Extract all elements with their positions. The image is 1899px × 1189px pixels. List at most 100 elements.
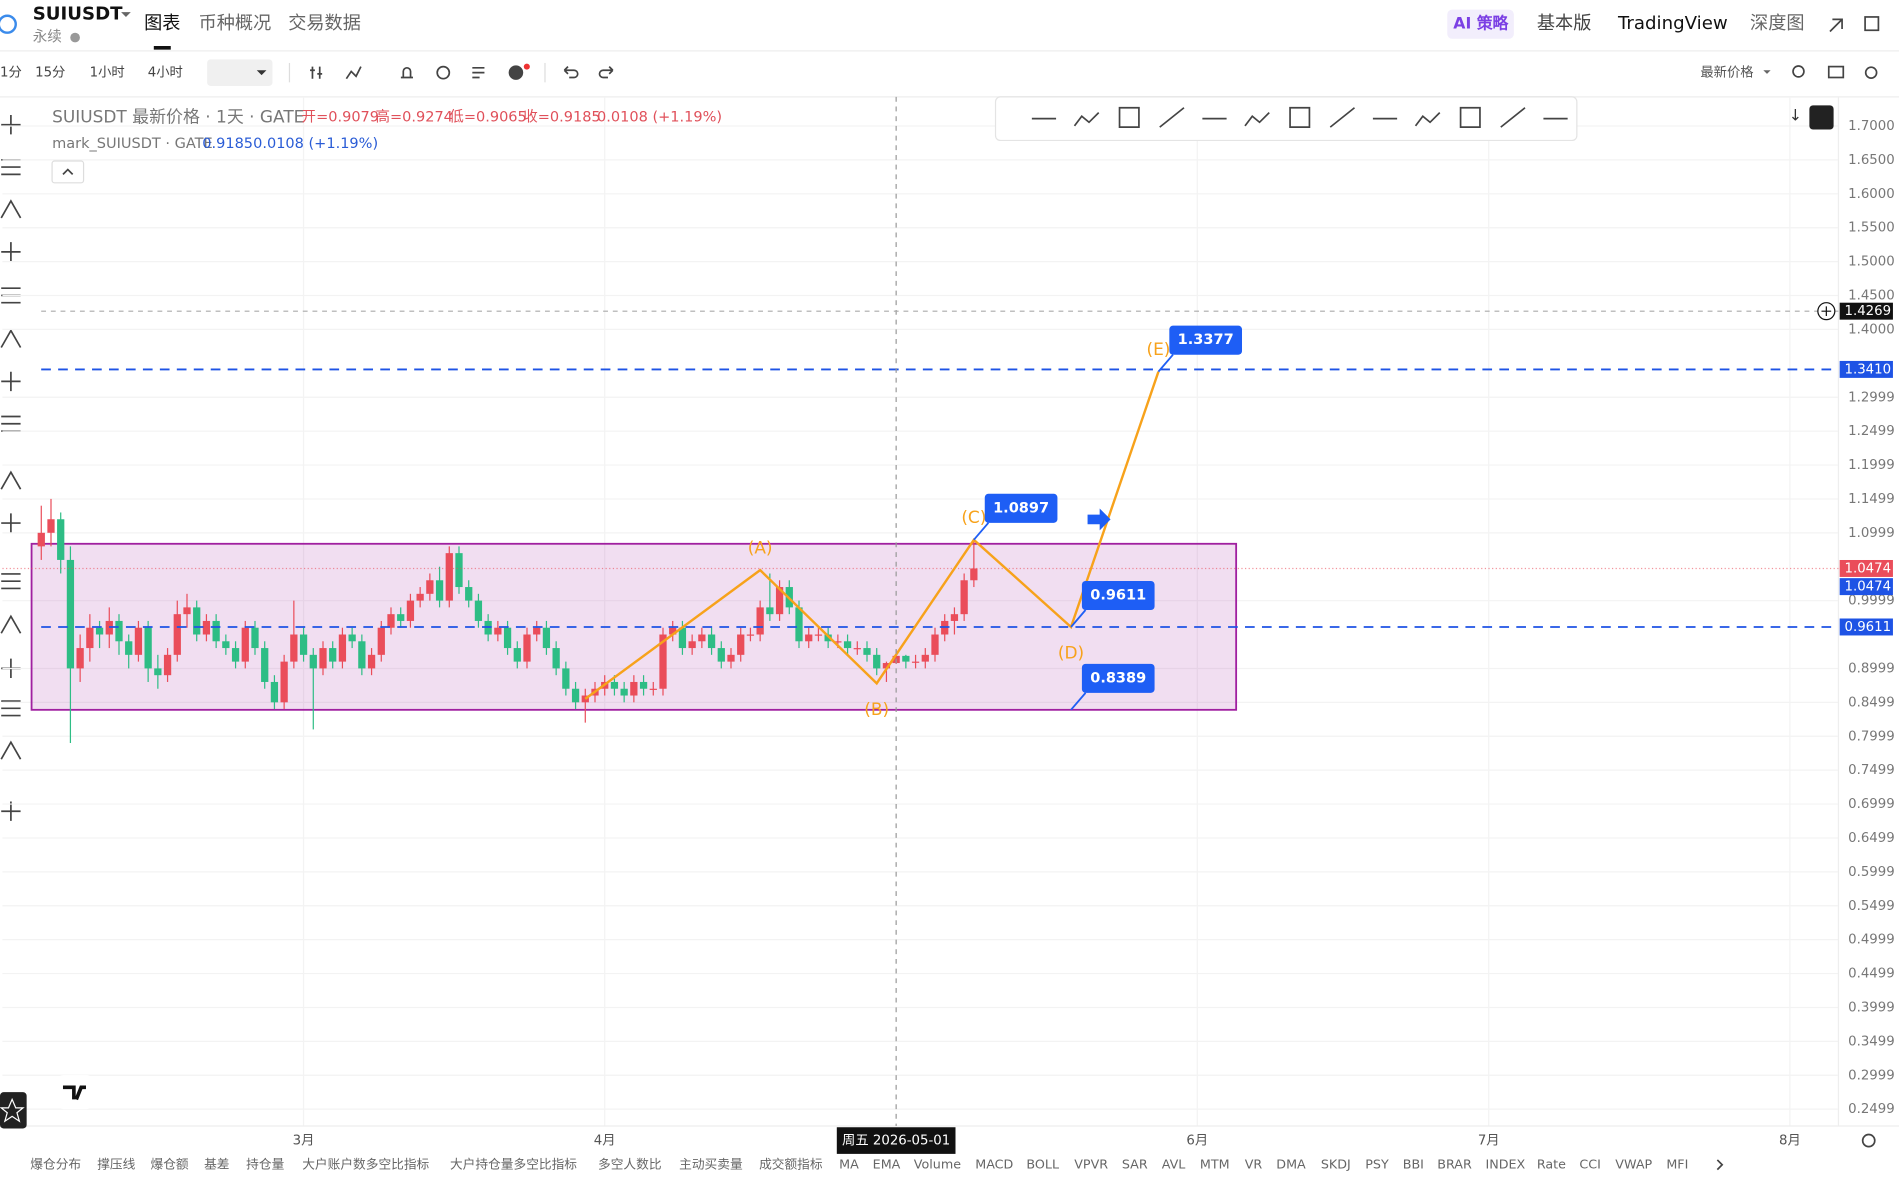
redo-icon[interactable] xyxy=(598,65,614,79)
add-icon[interactable] xyxy=(508,65,524,80)
candle-body xyxy=(57,519,65,560)
indicator-tab[interactable]: DMA xyxy=(1276,1156,1306,1171)
plus xyxy=(1821,306,1832,317)
indicator-tab[interactable]: SAR xyxy=(1122,1156,1148,1171)
tool-icon[interactable] xyxy=(1,115,21,135)
indicator-tab[interactable]: INDEX xyxy=(1486,1156,1526,1171)
candle-body xyxy=(66,559,75,669)
candle-type-icon[interactable] xyxy=(310,66,323,79)
indicator-tab[interactable]: MACD xyxy=(975,1156,1013,1171)
indicator-tab[interactable]: VWAP xyxy=(1615,1156,1652,1171)
draw-tool[interactable] xyxy=(1159,107,1185,128)
tool-icon[interactable] xyxy=(0,328,22,348)
tab[interactable]: 币种概况 xyxy=(199,13,272,34)
draw-tool[interactable] xyxy=(1329,107,1356,128)
candle-body xyxy=(309,654,317,669)
tab[interactable]: 交易数据 xyxy=(288,13,361,34)
draw-tool[interactable] xyxy=(1118,106,1140,128)
indicator-tab[interactable]: 爆仓额 xyxy=(150,1156,188,1171)
scroll-icon[interactable]: ↓ xyxy=(1789,106,1802,125)
draw-tool[interactable] xyxy=(1500,107,1526,128)
template-icon[interactable] xyxy=(472,66,485,79)
replay-icon[interactable] xyxy=(436,65,451,80)
interval[interactable]: 1小时 xyxy=(90,65,125,81)
candle-body xyxy=(727,654,735,662)
indicator-tab[interactable]: 主动买卖量 xyxy=(679,1156,743,1171)
crosshair-y-bg xyxy=(1839,302,1893,320)
candle-body xyxy=(348,634,356,642)
indicator-tab[interactable]: MFI xyxy=(1666,1156,1688,1171)
axis-settings[interactable] xyxy=(1861,1133,1876,1148)
indicator-tab[interactable]: SKDJ xyxy=(1321,1156,1351,1171)
indicator-tab[interactable]: VR xyxy=(1245,1156,1263,1171)
tab[interactable]: AI 策略 xyxy=(1453,14,1509,33)
indicator-tab[interactable]: 爆仓分布 xyxy=(30,1156,81,1171)
indicator-tab[interactable]: 基差 xyxy=(204,1156,229,1171)
indicator-tab[interactable]: 撑压线 xyxy=(97,1156,135,1171)
candle-body xyxy=(814,634,823,636)
price-source[interactable]: 最新价格 xyxy=(1700,65,1753,81)
indicator-tab[interactable]: PSY xyxy=(1365,1156,1389,1171)
indicator-tab[interactable]: MTM xyxy=(1200,1156,1230,1171)
indicator-tab[interactable]: 持仓量 xyxy=(246,1156,284,1171)
draw-tool[interactable] xyxy=(1244,112,1270,127)
tool-icon[interactable] xyxy=(1,700,21,717)
tool-icon[interactable] xyxy=(1,371,21,392)
indicator-tab[interactable]: EMA xyxy=(873,1156,901,1171)
tool-icon[interactable] xyxy=(1,573,21,590)
tool-icon[interactable] xyxy=(0,614,22,634)
candle-body xyxy=(717,648,725,662)
indicator-tab[interactable]: MA xyxy=(839,1156,859,1171)
price-tag xyxy=(1169,325,1243,355)
more-arrow[interactable] xyxy=(1716,1159,1724,1171)
tool-icon[interactable] xyxy=(0,740,22,760)
draw-tool[interactable] xyxy=(1459,106,1481,128)
candle-body xyxy=(465,587,473,601)
indicator-tab[interactable]: CCI xyxy=(1579,1156,1601,1171)
tab[interactable]: 深度图 xyxy=(1750,13,1804,34)
indicator-tab[interactable]: AVL xyxy=(1162,1156,1187,1171)
toggle-icon[interactable] xyxy=(1809,105,1834,130)
interval[interactable]: 15分 xyxy=(35,65,65,81)
candle-body xyxy=(756,607,764,635)
candle-body xyxy=(416,593,424,601)
draw-tool[interactable] xyxy=(1289,106,1311,128)
undo-icon[interactable] xyxy=(563,65,579,79)
camera-icon[interactable] xyxy=(1827,65,1845,79)
mark-price: 0.9185 xyxy=(202,136,253,152)
expand-icon[interactable] xyxy=(1829,18,1843,33)
ai-badge xyxy=(1447,9,1514,39)
candle-body xyxy=(319,648,327,669)
candle-body xyxy=(173,614,181,655)
tool-icon[interactable] xyxy=(1,242,21,262)
indicator-tab[interactable]: 大户账户数多空比指标 xyxy=(302,1156,429,1171)
indicator-tab[interactable]: BBI xyxy=(1403,1156,1424,1171)
tool-icon[interactable] xyxy=(0,470,22,490)
tool-icon[interactable] xyxy=(1,513,21,533)
indicator-icon[interactable] xyxy=(345,66,362,80)
alert-icon[interactable] xyxy=(400,66,413,79)
indicator-tab[interactable]: 大户持仓量多空比指标 xyxy=(450,1156,577,1171)
indicator-tab[interactable]: Rate xyxy=(1537,1156,1566,1171)
indicator-tab[interactable]: VPVR xyxy=(1074,1156,1108,1171)
symbol[interactable]: SUIUSDT xyxy=(33,4,123,25)
fullscreen-icon[interactable] xyxy=(1864,16,1880,32)
settings-icon[interactable] xyxy=(1864,66,1878,79)
draw-tool[interactable] xyxy=(1414,112,1441,127)
tab[interactable]: TradingView xyxy=(1617,13,1728,34)
indicator-tab[interactable]: 多空人数比 xyxy=(598,1156,662,1171)
interval[interactable]: 4小时 xyxy=(148,65,183,81)
tab[interactable]: 基本版 xyxy=(1537,13,1591,34)
tab[interactable]: 图表 xyxy=(144,13,180,34)
tool-icon[interactable] xyxy=(1,801,21,821)
indicator-tab[interactable]: BOLL xyxy=(1026,1156,1060,1171)
search-icon[interactable] xyxy=(1792,65,1805,78)
candle-body xyxy=(115,620,123,642)
collapse-button[interactable] xyxy=(51,160,85,184)
draw-tool[interactable] xyxy=(1073,112,1100,127)
tool-icon[interactable] xyxy=(0,199,22,219)
interval[interactable]: 1分 xyxy=(0,65,22,81)
indicator-tab[interactable]: BRAR xyxy=(1437,1156,1472,1171)
indicator-tab[interactable]: Volume xyxy=(914,1156,961,1171)
indicator-tab[interactable]: 成交额指标 xyxy=(759,1156,823,1171)
